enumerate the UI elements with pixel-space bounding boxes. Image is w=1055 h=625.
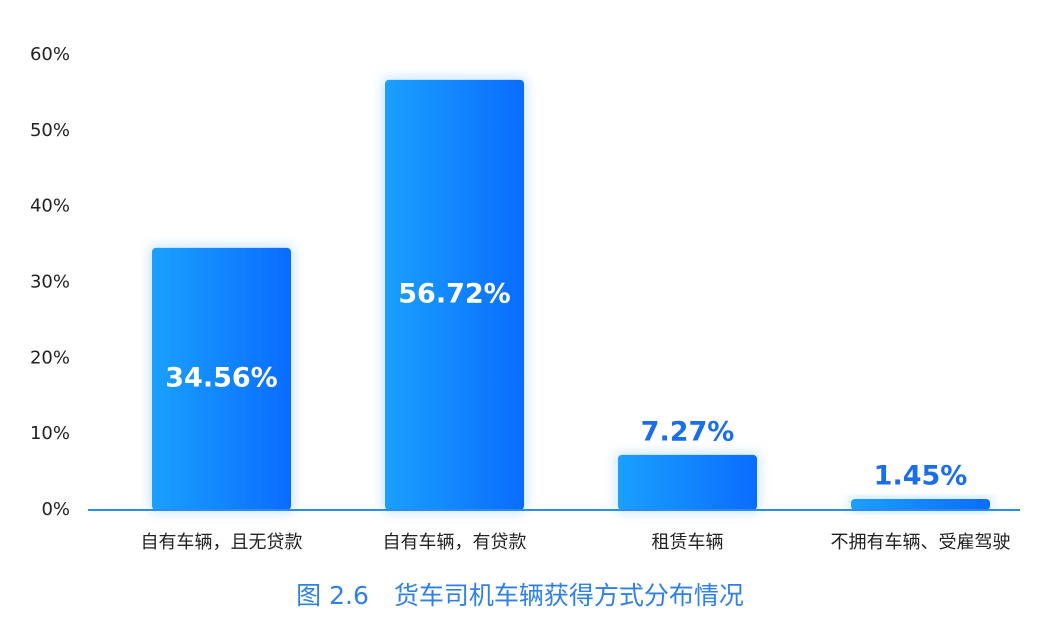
x-tick-label: 自有车辆，有贷款 <box>383 532 527 553</box>
y-tick-label: 40% <box>30 196 70 217</box>
y-tick-label: 20% <box>30 347 70 368</box>
bar <box>851 499 990 510</box>
value-label: 56.72% <box>398 278 510 309</box>
chart-title: 图 2.6 货车司机车辆获得方式分布情况 <box>296 581 744 610</box>
y-tick-label: 60% <box>30 44 70 65</box>
value-label: 34.56% <box>165 362 277 393</box>
x-tick-label: 租赁车辆 <box>652 532 724 553</box>
x-tick-label: 自有车辆，且无贷款 <box>141 532 303 553</box>
bar <box>152 247 291 511</box>
y-tick-label: 10% <box>30 423 70 444</box>
x-tick-label: 不拥有车辆、受雇驾驶 <box>831 532 1011 553</box>
bar <box>385 79 524 510</box>
y-tick-label: 30% <box>30 272 70 293</box>
value-label: 1.45% <box>874 461 968 492</box>
y-tick-label: 0% <box>41 499 70 520</box>
bar <box>618 454 757 510</box>
value-label: 7.27% <box>641 416 735 447</box>
y-tick-label: 50% <box>30 120 70 141</box>
